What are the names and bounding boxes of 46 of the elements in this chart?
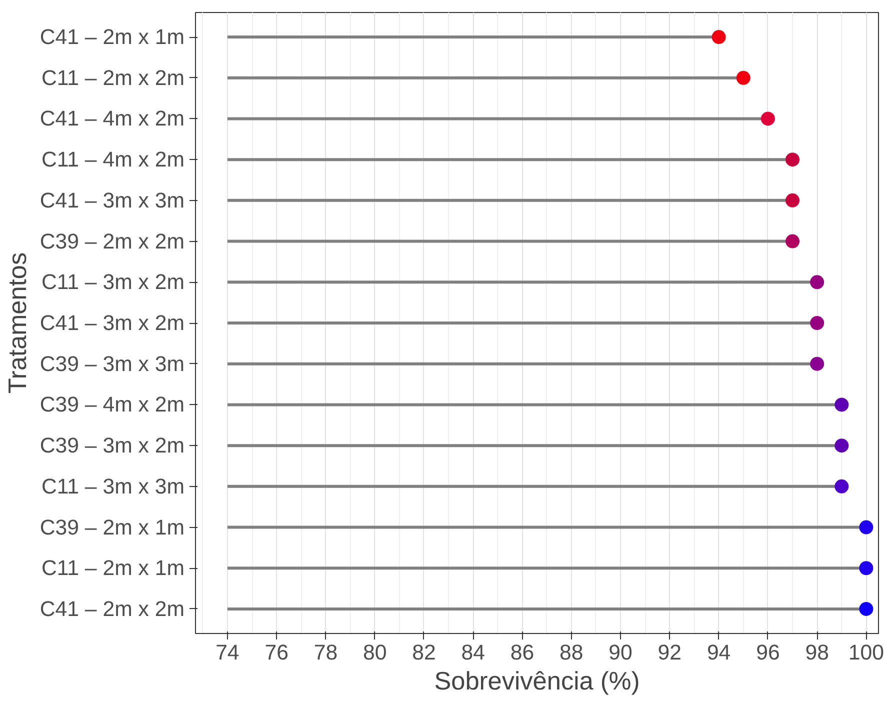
x-tick-label: 92 <box>658 640 682 664</box>
y-tick-label: C39 – 2m x 2m <box>40 229 185 254</box>
y-tick-label: C41 – 2m x 2m <box>40 596 185 621</box>
point <box>834 479 849 494</box>
y-tick-label: C39 – 2m x 1m <box>40 515 185 540</box>
y-axis-title: Tratamentos <box>4 252 32 394</box>
x-tick-label: 100 <box>848 640 884 664</box>
point <box>834 398 849 412</box>
x-tick-label: 94 <box>706 640 731 664</box>
point <box>786 193 800 208</box>
point <box>859 520 874 534</box>
point <box>859 561 874 576</box>
x-tick-label: 76 <box>264 640 288 664</box>
x-axis-title: Sobrevivência (%) <box>434 668 640 696</box>
y-tick-label: C41 – 3m x 2m <box>40 311 185 335</box>
x-tick-label: 88 <box>560 640 584 664</box>
y-tick-label: C39 – 3m x 2m <box>40 434 185 458</box>
x-tick-label: 80 <box>362 640 387 664</box>
y-tick-label: C11 – 2m x 1m <box>41 556 185 580</box>
point <box>810 356 824 371</box>
point <box>834 438 849 453</box>
y-tick-label: C39 – 4m x 2m <box>40 392 185 417</box>
x-tick-label: 78 <box>314 640 338 664</box>
x-tick-label: 98 <box>805 640 829 664</box>
y-tick-label: C41 – 4m x 2m <box>40 106 185 131</box>
y-tick-label: C11 – 2m x 2m <box>41 66 185 90</box>
y-tick-label: C11 – 3m x 3m <box>41 474 185 498</box>
x-tick-label: 84 <box>461 640 486 664</box>
point <box>786 152 800 167</box>
x-tick-label: 90 <box>608 640 633 664</box>
x-tick-label: 74 <box>216 640 240 664</box>
x-tick-label: 82 <box>412 640 436 664</box>
point <box>760 112 775 126</box>
point <box>859 602 874 616</box>
point <box>810 275 824 290</box>
y-tick-label: C11 – 3m x 2m <box>41 270 185 294</box>
point <box>786 234 800 248</box>
y-tick-label: C11 – 4m x 2m <box>41 148 185 172</box>
point <box>810 316 824 330</box>
point <box>736 70 750 85</box>
y-tick-label: C39 – 3m x 3m <box>40 352 185 376</box>
x-tick-label: 86 <box>510 640 534 664</box>
x-tick-label: 96 <box>756 640 780 664</box>
y-tick-label: C41 – 2m x 1m <box>40 25 185 50</box>
y-tick-label: C41 – 3m x 3m <box>40 188 185 212</box>
point <box>712 30 726 44</box>
